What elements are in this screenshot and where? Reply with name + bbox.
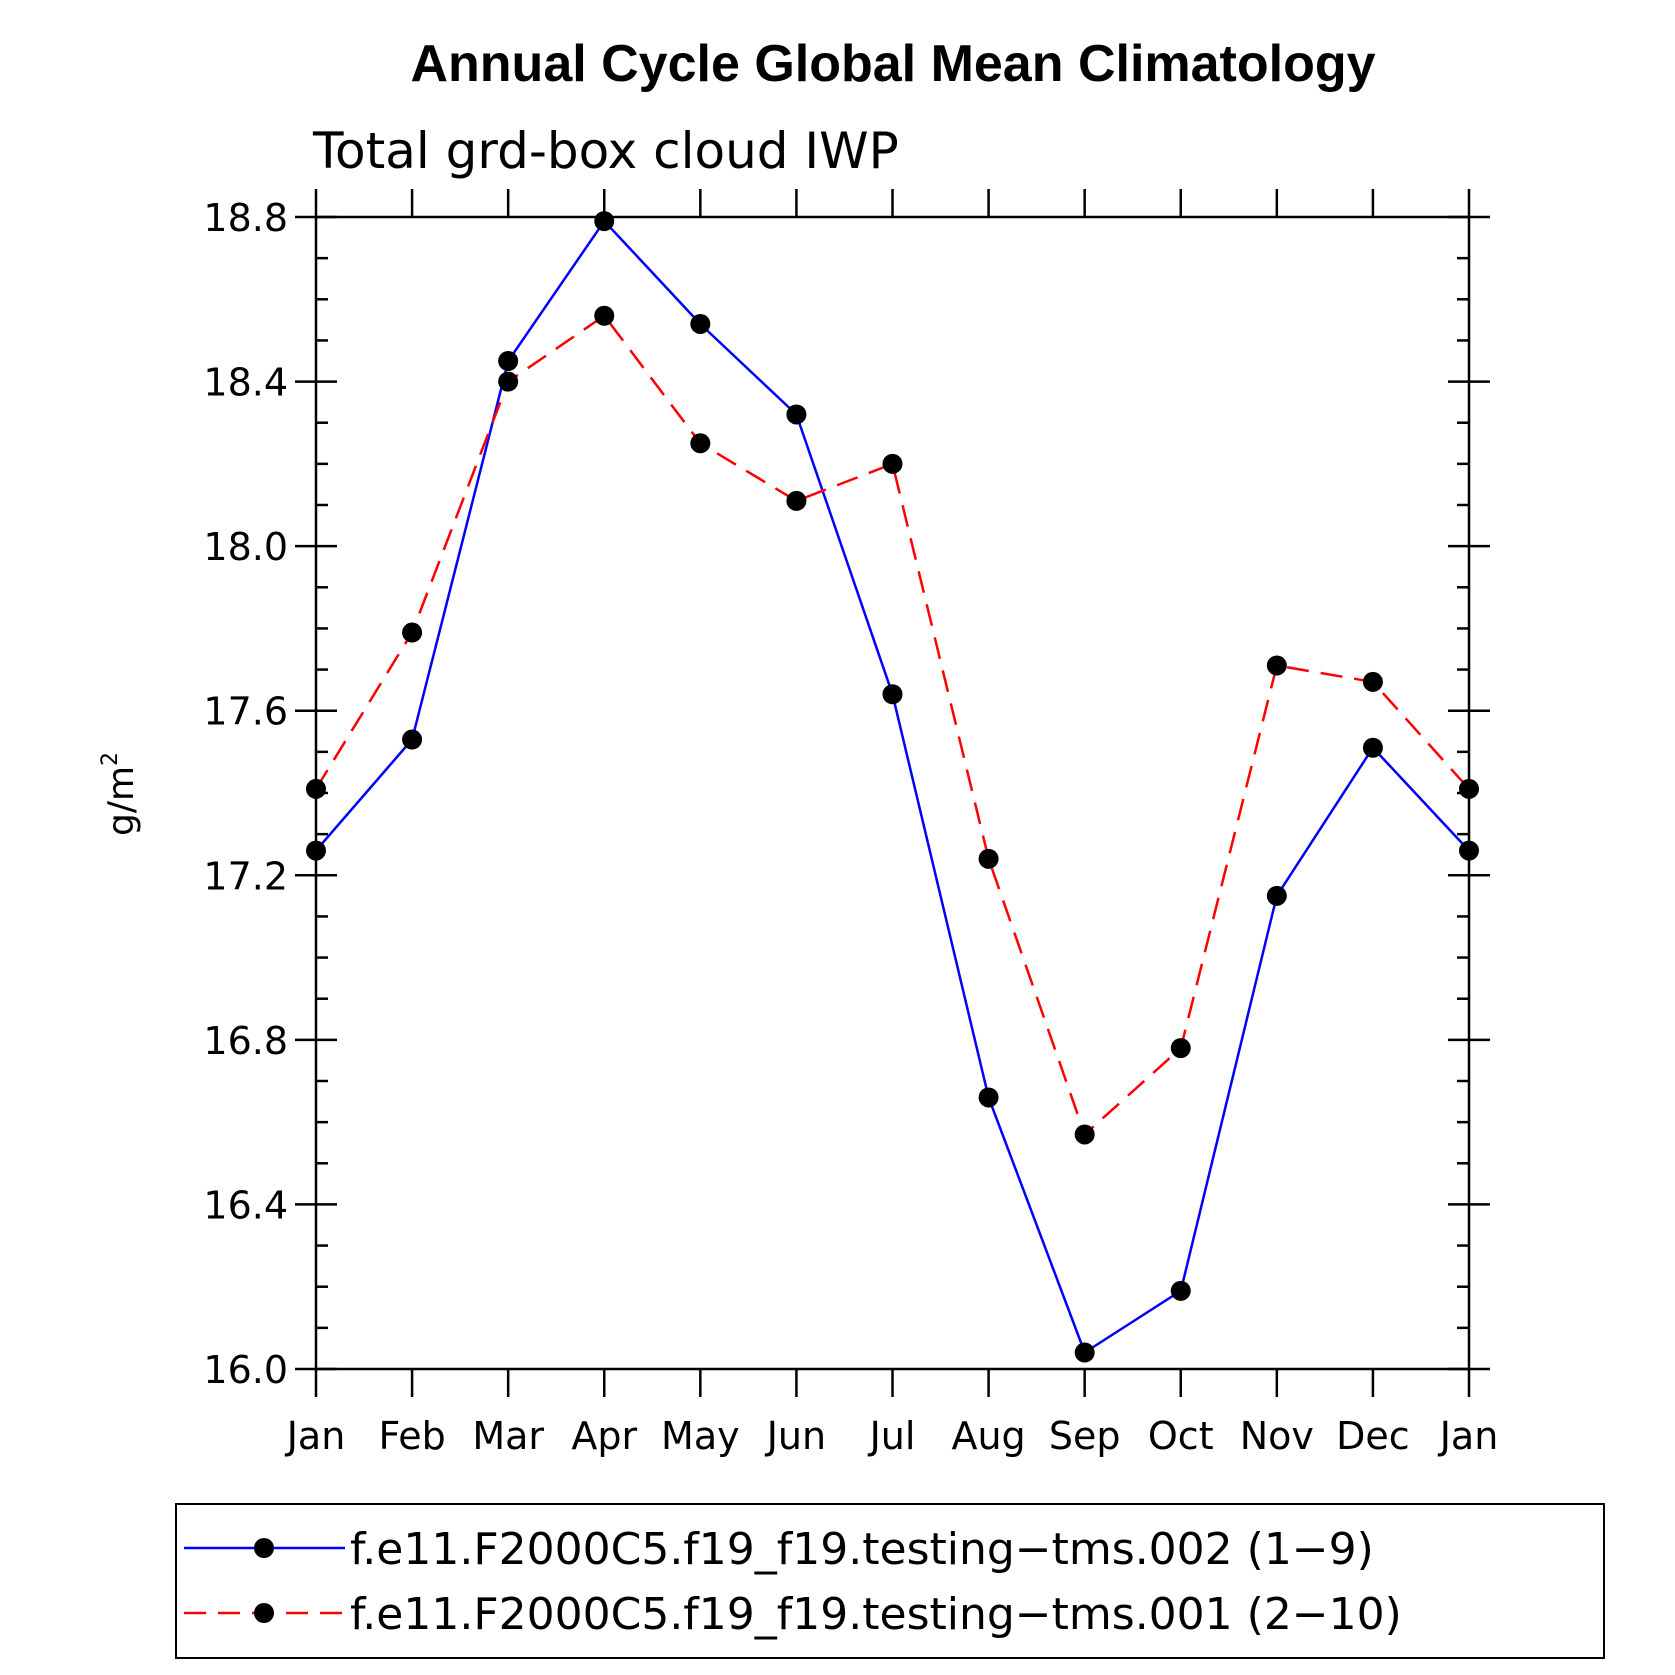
y-tick-label: 17.2 [203, 854, 288, 898]
series-2-point [1074, 1124, 1095, 1145]
series-1-point [978, 1087, 999, 1108]
series-1-point [1170, 1280, 1191, 1301]
series-1-point [786, 404, 807, 425]
series-layer [306, 211, 1479, 1363]
series-2-point [402, 622, 423, 643]
y-ticks: 16.0 16.4 16.8 17.2 17.6 18.0 18.4 18.8 [203, 196, 1490, 1392]
y-tick-label: 18.8 [203, 196, 288, 240]
legend-label-2: f.e11.F2000C5.f19_f19.testing−tms.001 (2… [350, 1589, 1402, 1640]
x-tick-label: Feb [378, 1414, 445, 1458]
legend-label-1: f.e11.F2000C5.f19_f19.testing−tms.002 (1… [350, 1524, 1374, 1575]
series-2-point [978, 848, 999, 869]
series-1-point [1266, 885, 1287, 906]
series-1-point [402, 729, 423, 750]
series-2-point [498, 371, 519, 392]
series-1-point [498, 351, 519, 371]
y-tick-label: 18.4 [203, 361, 288, 405]
chart-title: Annual Cycle Global Mean Climatology [410, 35, 1375, 93]
x-tick-label: May [661, 1414, 740, 1458]
series-line-1 [315, 219, 1470, 1354]
x-tick-label: Sep [1049, 1414, 1121, 1458]
series-2-point [594, 305, 615, 326]
x-tick-label: Aug [951, 1414, 1025, 1458]
series-2-point [882, 453, 903, 474]
y-tick-label: 16.0 [203, 1348, 288, 1392]
series-2-point [1362, 671, 1383, 692]
series-2-point [1266, 655, 1287, 676]
y-axis-label-unit: g/m [101, 766, 142, 836]
x-tick-label: Jan [1438, 1414, 1499, 1458]
legend: f.e11.F2000C5.f19_f19.testing−tms.002 (1… [184, 1524, 1402, 1640]
series-1-point [1074, 1342, 1095, 1363]
legend-marker-1 [254, 1538, 274, 1558]
chart-subtitle: Total grd-box cloud IWP [312, 122, 899, 180]
y-tick-label: 17.6 [203, 690, 288, 734]
x-tick-label: Nov [1240, 1414, 1314, 1458]
y-axis-label: g/m2 [98, 752, 142, 836]
legend-box [175, 1503, 1605, 1659]
y-tick-label: 16.8 [203, 1019, 288, 1063]
x-tick-label: Oct [1148, 1414, 1214, 1458]
y-tick-label: 16.4 [203, 1183, 288, 1227]
legend-marker-2 [254, 1603, 274, 1623]
series-2-point [1170, 1038, 1191, 1059]
x-tick-label: Apr [571, 1414, 637, 1458]
y-tick-label: 18.0 [203, 525, 288, 569]
x-tick-label: Jul [868, 1414, 916, 1458]
series-2-point [786, 490, 807, 511]
x-tick-label: Dec [1336, 1414, 1410, 1458]
series-2-point [690, 433, 711, 454]
series-1-point [690, 313, 711, 334]
x-tick-label: Jan [285, 1414, 346, 1458]
y-axis-label-exponent: 2 [98, 752, 123, 766]
series-1-point [1362, 737, 1383, 758]
series-1-point [882, 684, 903, 705]
x-ticks: Jan Feb Mar Apr May Jun Jul Aug Sep Oct Nov Dec Jan [285, 189, 1499, 1458]
x-tick-label: Jun [765, 1414, 826, 1458]
x-tick-label: Mar [472, 1414, 544, 1458]
plot-frame [314, 215, 1471, 1371]
